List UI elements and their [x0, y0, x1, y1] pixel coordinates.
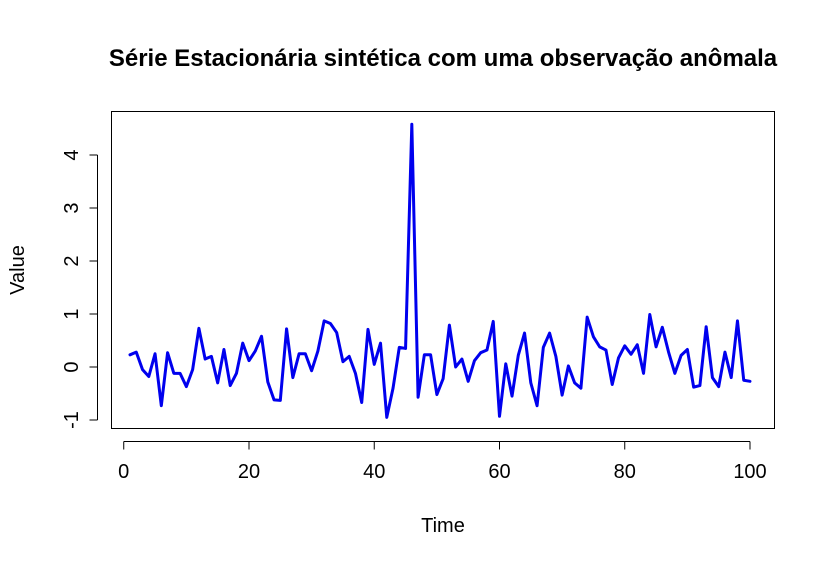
y-tick-label: 1 — [61, 308, 83, 319]
chart-title: Série Estacionária sintética com uma obs… — [109, 45, 778, 72]
y-axis: -1 0 1 2 3 4 — [61, 149, 98, 429]
y-tick-label: -1 — [61, 411, 83, 429]
y-tick-label: 3 — [61, 202, 83, 213]
y-tick-label: 4 — [61, 149, 83, 160]
plot-frame — [111, 111, 775, 429]
x-axis-label: Time — [421, 515, 465, 537]
y-axis-label: Value — [7, 245, 29, 295]
x-tick-label: 80 — [614, 461, 636, 483]
x-tick-label: 40 — [363, 461, 385, 483]
y-tick-label: 0 — [61, 361, 83, 372]
x-tick-label: 60 — [488, 461, 510, 483]
x-tick-label: 100 — [733, 461, 766, 483]
series-group — [128, 122, 752, 419]
series-line — [128, 122, 752, 419]
x-tick-label: 20 — [238, 461, 260, 483]
y-tick-label: 2 — [61, 255, 83, 266]
x-tick-label: 0 — [118, 461, 129, 483]
x-axis: 0 20 40 60 80 100 — [118, 441, 767, 483]
